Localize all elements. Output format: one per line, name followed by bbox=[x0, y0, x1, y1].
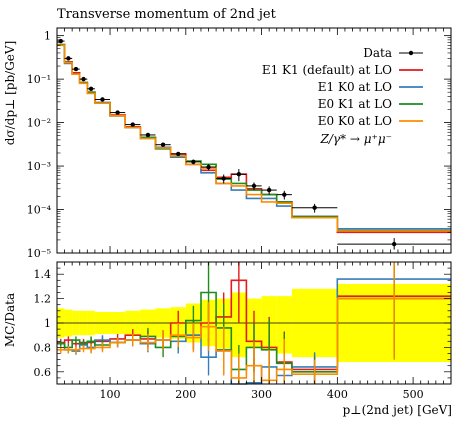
data-point bbox=[337, 238, 451, 250]
data-point bbox=[64, 56, 73, 61]
ratio-y-axis-title: MC/Data bbox=[3, 293, 17, 347]
data-marker bbox=[391, 241, 397, 247]
data-point bbox=[216, 174, 232, 184]
data-point bbox=[140, 132, 156, 138]
legend-data-marker bbox=[408, 50, 414, 56]
data-marker bbox=[160, 142, 166, 147]
data-marker bbox=[312, 205, 317, 210]
data-marker bbox=[88, 86, 94, 91]
legend-label-e0-k0: E0 K0 at LO bbox=[318, 114, 392, 128]
data-marker bbox=[236, 171, 242, 177]
data-marker bbox=[115, 110, 120, 115]
ratio-y-tick-label: 0.6 bbox=[34, 366, 52, 379]
legend-label-e1-k1: E1 K1 (default) at LO bbox=[262, 63, 392, 77]
data-marker bbox=[221, 176, 226, 181]
data-marker bbox=[100, 97, 105, 102]
chart-title: Transverse momentum of 2nd jet bbox=[57, 7, 277, 22]
ratio-step-line bbox=[57, 297, 451, 382]
ratio-series-e0-k0 bbox=[57, 262, 451, 384]
data-point bbox=[94, 97, 111, 102]
data-marker bbox=[266, 187, 272, 193]
main-y-tick-label: 10⁻² bbox=[27, 117, 51, 130]
data-marker bbox=[176, 151, 181, 157]
data-point bbox=[110, 110, 126, 115]
x-tick-label: 100 bbox=[100, 388, 121, 401]
legend-label-e1-k0: E1 K0 at LO bbox=[318, 80, 392, 94]
main-y-tick-label: 1 bbox=[44, 30, 51, 43]
ratio-band-bin bbox=[231, 292, 247, 358]
legend-label-e0-k1: E0 K1 at LO bbox=[318, 97, 392, 111]
ratio-band-bin bbox=[276, 296, 292, 354]
data-marker bbox=[81, 76, 86, 82]
data-point bbox=[125, 122, 141, 127]
data-point bbox=[276, 190, 292, 200]
ratio-step-line bbox=[57, 291, 451, 373]
data-point bbox=[72, 66, 80, 72]
data-point bbox=[185, 159, 201, 165]
ratio-y-tick-label: 1 bbox=[44, 317, 51, 330]
main-y-tick-label: 10⁻³ bbox=[27, 160, 51, 173]
legend-label-data: Data bbox=[363, 46, 392, 60]
data-marker bbox=[206, 164, 211, 170]
main-y-tick-label: 10⁻¹ bbox=[27, 73, 51, 86]
x-tick-label: 400 bbox=[327, 388, 348, 401]
x-tick-label: 500 bbox=[403, 388, 424, 401]
main-y-tick-label: 10⁻⁵ bbox=[27, 247, 51, 260]
main-y-axis-title: dσ/dp⊥ [pb/GeV] bbox=[3, 41, 17, 146]
data-marker bbox=[251, 183, 257, 189]
data-marker bbox=[145, 132, 151, 138]
data-marker bbox=[73, 66, 79, 72]
data-point bbox=[261, 186, 277, 195]
data-point bbox=[170, 151, 186, 157]
ratio-y-tick-label: 1.2 bbox=[34, 293, 52, 306]
data-marker bbox=[66, 56, 71, 61]
x-tick-label: 300 bbox=[251, 388, 272, 401]
main-panel: 1 10⁻¹ 10⁻² 10⁻³ 10⁻⁴ 10⁻⁵ bbox=[27, 27, 452, 260]
data-point bbox=[155, 142, 171, 147]
data-point bbox=[246, 182, 262, 191]
ratio-step-line bbox=[57, 279, 451, 371]
x-tick-label: 200 bbox=[175, 388, 196, 401]
ratio-y-tick-label: 0.8 bbox=[34, 341, 52, 354]
data-marker bbox=[282, 192, 287, 197]
ratio-panel: 100 200 300 400 500 0.6 0.8 1 1.2 1.4 bbox=[34, 261, 452, 401]
legend-process-label: Z/γ* → μ⁺μ⁻ bbox=[319, 132, 392, 146]
ratio-y-tick-label: 1.4 bbox=[34, 268, 52, 281]
data-marker bbox=[191, 159, 196, 165]
legend: Data E1 K1 (default) at LO E1 K0 at LO E0 K… bbox=[262, 46, 423, 146]
data-point bbox=[200, 164, 217, 171]
x-axis-title: p⊥(2nd jet) [GeV] bbox=[343, 403, 452, 417]
data-point bbox=[231, 169, 247, 182]
data-point bbox=[87, 86, 95, 91]
data-point bbox=[291, 203, 338, 213]
main-y-tick-label: 10⁻⁴ bbox=[27, 204, 52, 217]
mc-histogram-e0-k0 bbox=[57, 44, 451, 232]
data-marker bbox=[130, 122, 135, 127]
data-point bbox=[79, 76, 88, 82]
